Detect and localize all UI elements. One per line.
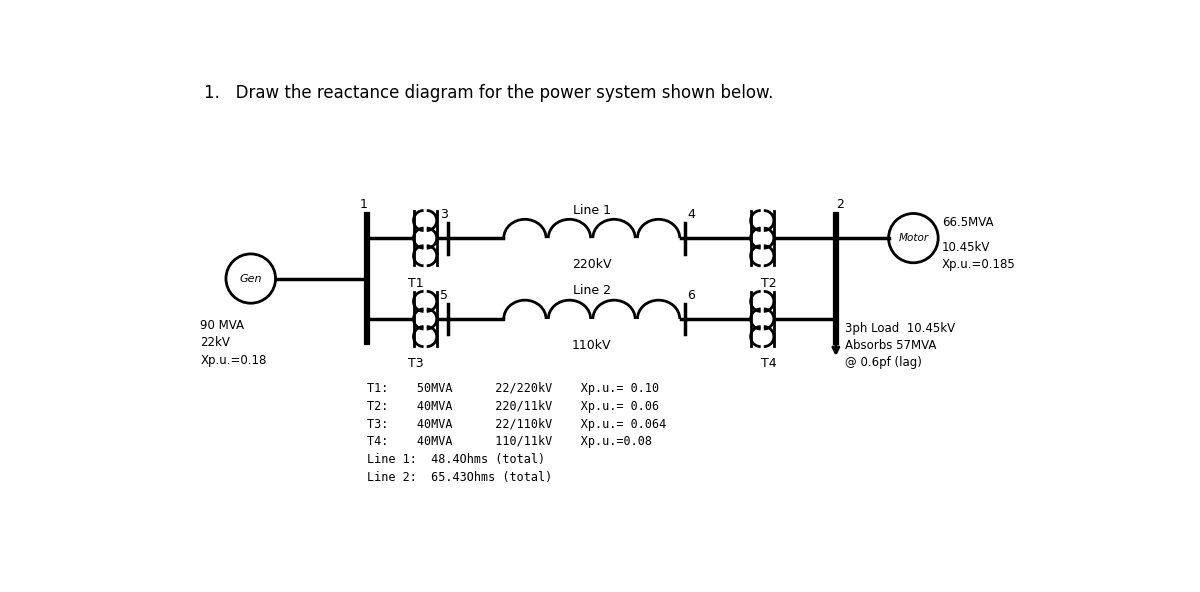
Text: 66.5MVA: 66.5MVA — [942, 216, 994, 229]
Text: T4:    40MVA      110/11kV    Xp.u.=0.08: T4: 40MVA 110/11kV Xp.u.=0.08 — [367, 435, 652, 448]
Text: 10.45kV: 10.45kV — [942, 241, 990, 254]
Text: Line 1:  48.4Ohms (total): Line 1: 48.4Ohms (total) — [367, 453, 545, 466]
Text: 110kV: 110kV — [572, 339, 612, 352]
Text: T4: T4 — [761, 358, 776, 371]
Text: 1.   Draw the reactance diagram for the power system shown below.: 1. Draw the reactance diagram for the po… — [204, 84, 774, 102]
Text: 5: 5 — [439, 289, 448, 302]
Text: Line 1: Line 1 — [572, 204, 611, 217]
Text: 22kV: 22kV — [200, 336, 230, 349]
Text: Xp.u.=0.18: Xp.u.=0.18 — [200, 354, 266, 367]
Text: @ 0.6pf (lag): @ 0.6pf (lag) — [845, 356, 922, 369]
Text: T1: T1 — [408, 276, 424, 289]
Text: Gen: Gen — [240, 274, 262, 284]
Text: 3ph Load  10.45kV: 3ph Load 10.45kV — [845, 322, 955, 335]
Text: 4: 4 — [688, 208, 695, 221]
Text: 2: 2 — [836, 198, 844, 211]
Text: Line 2: Line 2 — [572, 284, 611, 297]
Text: 90 MVA: 90 MVA — [200, 318, 245, 332]
Text: 220kV: 220kV — [572, 258, 612, 271]
Text: T1:    50MVA      22/220kV    Xp.u.= 0.10: T1: 50MVA 22/220kV Xp.u.= 0.10 — [367, 382, 659, 395]
Text: 1: 1 — [359, 198, 367, 211]
Text: 3: 3 — [439, 208, 448, 221]
Text: Line 2:  65.43Ohms (total): Line 2: 65.43Ohms (total) — [367, 471, 552, 484]
Text: T2:    40MVA      220/11kV    Xp.u.= 0.06: T2: 40MVA 220/11kV Xp.u.= 0.06 — [367, 400, 659, 413]
Text: T3: T3 — [408, 358, 424, 371]
Text: Xp.u.=0.185: Xp.u.=0.185 — [942, 258, 1016, 271]
Text: Motor: Motor — [899, 233, 929, 243]
Text: T2: T2 — [761, 276, 776, 289]
Text: Absorbs 57MVA: Absorbs 57MVA — [845, 339, 936, 352]
Text: T3:    40MVA      22/110kV    Xp.u.= 0.064: T3: 40MVA 22/110kV Xp.u.= 0.064 — [367, 417, 666, 430]
Text: 6: 6 — [688, 289, 695, 302]
